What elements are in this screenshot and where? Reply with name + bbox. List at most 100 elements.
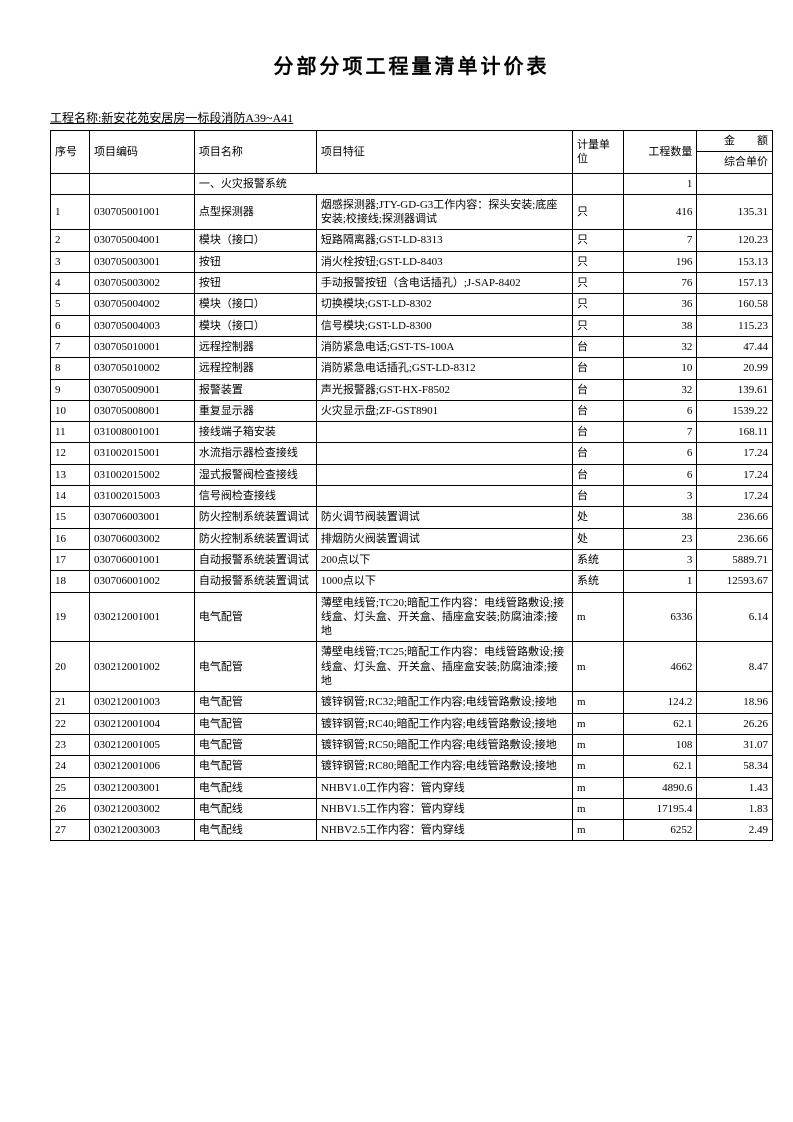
cell-qty: 38	[624, 507, 697, 528]
cell-feature: 薄壁电线管;TC25;暗配工作内容：电线管路敷设;接线盒、灯头盒、开关盒、插座盒…	[316, 642, 572, 692]
cell-code: 030706001001	[90, 549, 195, 570]
cell-price: 17.24	[697, 464, 773, 485]
cell-price: 8.47	[697, 642, 773, 692]
cell-price: 58.34	[697, 756, 773, 777]
cell-seq: 17	[51, 549, 90, 570]
section-title: 一、火灾报警系统	[194, 173, 572, 194]
cell-seq: 24	[51, 756, 90, 777]
cell-price: 120.23	[697, 230, 773, 251]
cell-qty: 17195.4	[624, 798, 697, 819]
section-row: 一、火灾报警系统1	[51, 173, 773, 194]
cell-price: 17.24	[697, 443, 773, 464]
cell-price: 18.96	[697, 692, 773, 713]
cell-name: 自动报警系统装置调试	[194, 571, 316, 592]
cell-code: 031002015003	[90, 486, 195, 507]
cell-seq: 2	[51, 230, 90, 251]
cell-seq: 19	[51, 592, 90, 642]
cell-code: 030705001001	[90, 194, 195, 230]
cell-code: 030212001001	[90, 592, 195, 642]
cell-name: 防火控制系统装置调试	[194, 507, 316, 528]
table-row: 3030705003001按钮消火栓按钮;GST-LD-8403只196153.…	[51, 251, 773, 272]
cell-feature: NHBV1.0工作内容：管内穿线	[316, 777, 572, 798]
cell-feature: 信号模块;GST-LD-8300	[316, 315, 572, 336]
cell-price: 139.61	[697, 379, 773, 400]
cell-name: 自动报警系统装置调试	[194, 549, 316, 570]
cell-feature	[316, 443, 572, 464]
cell-feature: 消防紧急电话插孔;GST-LD-8312	[316, 358, 572, 379]
header-feature: 项目特征	[316, 131, 572, 174]
cell-code: 030212001002	[90, 642, 195, 692]
cell-seq: 22	[51, 713, 90, 734]
cell-name: 电气配线	[194, 798, 316, 819]
header-name: 项目名称	[194, 131, 316, 174]
cell-seq: 1	[51, 194, 90, 230]
cell-name: 电气配线	[194, 820, 316, 841]
cell-price: 12593.67	[697, 571, 773, 592]
cell-unit: m	[572, 820, 623, 841]
cell-name: 电气配管	[194, 756, 316, 777]
cell-unit: m	[572, 642, 623, 692]
table-row: 4030705003002按钮手动报警按钮（含电话插孔）;J-SAP-8402只…	[51, 273, 773, 294]
cell-unit: m	[572, 734, 623, 755]
cell-code: 030212003002	[90, 798, 195, 819]
cell-name: 报警装置	[194, 379, 316, 400]
header-unit: 计量单位	[572, 131, 623, 174]
cell-name: 电气配管	[194, 734, 316, 755]
cell-code: 030212001006	[90, 756, 195, 777]
cell-code: 030705004001	[90, 230, 195, 251]
table-row: 26030212003002电气配线NHBV1.5工作内容：管内穿线m17195…	[51, 798, 773, 819]
cell-price: 115.23	[697, 315, 773, 336]
table-row: 23030212001005电气配管镀锌钢管;RC50;暗配工作内容;电线管路敷…	[51, 734, 773, 755]
cell-code: 030212001003	[90, 692, 195, 713]
cell-name: 远程控制器	[194, 358, 316, 379]
table-row: 27030212003003电气配线NHBV2.5工作内容：管内穿线m62522…	[51, 820, 773, 841]
pricing-table: 序号 项目编码 项目名称 项目特征 计量单位 工程数量 金 额 综合单价 一、火…	[50, 130, 773, 841]
cell-seq: 9	[51, 379, 90, 400]
cell-name: 电气配管	[194, 592, 316, 642]
cell-qty: 3	[624, 486, 697, 507]
table-row: 25030212003001电气配线NHBV1.0工作内容：管内穿线m4890.…	[51, 777, 773, 798]
cell-qty: 108	[624, 734, 697, 755]
header-unit-price: 综合单价	[697, 152, 773, 173]
cell-feature	[316, 422, 572, 443]
cell-code: 030706003002	[90, 528, 195, 549]
cell-seq: 21	[51, 692, 90, 713]
cell-feature: 薄壁电线管;TC20;暗配工作内容：电线管路敷设;接线盒、灯头盒、开关盒、插座盒…	[316, 592, 572, 642]
cell-code: 030705010001	[90, 336, 195, 357]
cell-seq: 6	[51, 315, 90, 336]
cell-unit: 只	[572, 273, 623, 294]
cell-feature: 镀锌钢管;RC50;暗配工作内容;电线管路敷设;接地	[316, 734, 572, 755]
page-title: 分部分项工程量清单计价表	[50, 50, 773, 79]
cell-seq: 15	[51, 507, 90, 528]
cell-unit: 只	[572, 251, 623, 272]
cell-price: 2.49	[697, 820, 773, 841]
cell-unit: 系统	[572, 549, 623, 570]
cell-name: 水流指示器检查接线	[194, 443, 316, 464]
table-body: 一、火灾报警系统11030705001001点型探测器烟感探测器;JTY-GD-…	[51, 173, 773, 841]
cell-code: 030212003003	[90, 820, 195, 841]
cell-name: 模块（接口）	[194, 315, 316, 336]
table-row: 19030212001001电气配管薄壁电线管;TC20;暗配工作内容：电线管路…	[51, 592, 773, 642]
cell-qty: 10	[624, 358, 697, 379]
cell-unit: 台	[572, 464, 623, 485]
cell-name: 点型探测器	[194, 194, 316, 230]
cell-code: 030705004003	[90, 315, 195, 336]
cell-name: 按钮	[194, 273, 316, 294]
cell-name: 电气配管	[194, 642, 316, 692]
cell-feature: 手动报警按钮（含电话插孔）;J-SAP-8402	[316, 273, 572, 294]
cell-feature: NHBV2.5工作内容：管内穿线	[316, 820, 572, 841]
cell-code: 030212001004	[90, 713, 195, 734]
cell-seq: 26	[51, 798, 90, 819]
cell-price: 1.83	[697, 798, 773, 819]
cell-price: 157.13	[697, 273, 773, 294]
cell-qty: 36	[624, 294, 697, 315]
cell-unit: m	[572, 798, 623, 819]
cell-qty: 4890.6	[624, 777, 697, 798]
cell-unit: 台	[572, 443, 623, 464]
cell-price: 6.14	[697, 592, 773, 642]
cell-feature	[316, 464, 572, 485]
cell-feature: 镀锌钢管;RC80;暗配工作内容;电线管路敷设;接地	[316, 756, 572, 777]
cell-price: 153.13	[697, 251, 773, 272]
cell-qty: 7	[624, 422, 697, 443]
cell-price: 236.66	[697, 507, 773, 528]
